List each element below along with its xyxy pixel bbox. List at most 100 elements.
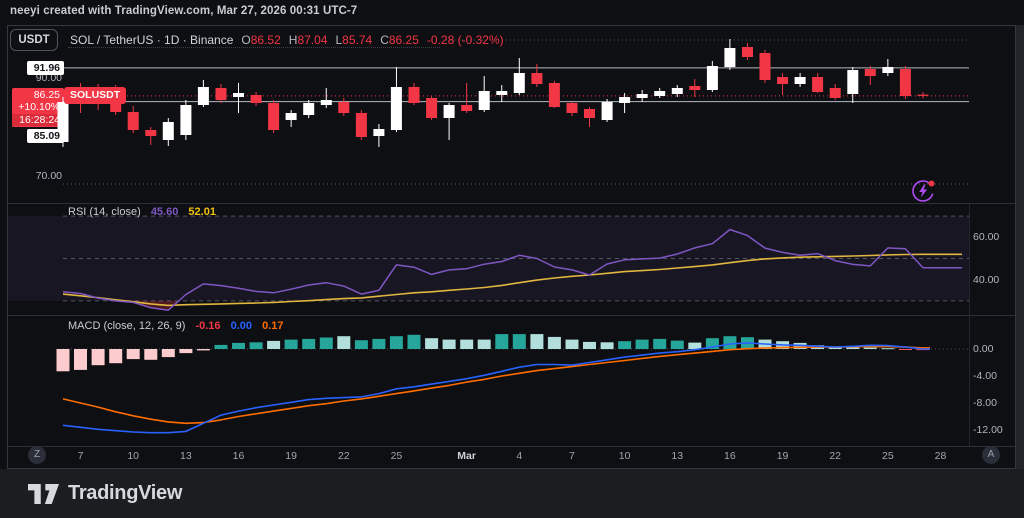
macd-bar [109, 349, 123, 364]
macd-histogram-value: -0.16 [195, 320, 221, 332]
time-axis-label: 4 [516, 450, 523, 462]
ohlc-c: C86.25 [380, 33, 419, 47]
macd-signal-value: 0.17 [262, 320, 284, 332]
candle [180, 100, 192, 140]
candle [373, 124, 385, 147]
time-axis-label: 7 [77, 450, 84, 462]
candle [513, 58, 525, 95]
symbol-underline [68, 47, 440, 48]
candle [390, 67, 402, 132]
right-margin-strip [1016, 25, 1024, 469]
macd-bar [267, 340, 281, 349]
candle [812, 73, 824, 93]
candle [864, 66, 876, 85]
timezone-button[interactable]: Z [28, 446, 46, 464]
candle [461, 83, 473, 113]
macd-bar [863, 347, 877, 349]
rsi-header[interactable]: RSI (14, close) 45.60 52.01 [68, 206, 216, 218]
time-axis-label: 22 [337, 450, 350, 462]
candle [215, 84, 227, 103]
time-axis-label: 16 [724, 450, 736, 462]
macd-bar [898, 349, 912, 350]
ohlc-values: O86.52 H87.04 L85.74 C86.25 [241, 33, 419, 47]
candle [338, 98, 350, 116]
candle [759, 50, 771, 83]
current-price-value: 86.25 [33, 88, 60, 101]
candle [197, 80, 209, 107]
macd-bar [249, 342, 263, 350]
pane-separator-rsi-macd[interactable] [8, 315, 1015, 316]
candle [794, 73, 806, 87]
macd-bar [144, 349, 158, 360]
time-axis-label: 28 [934, 450, 947, 462]
macd-scale-label: -12.00 [973, 424, 1003, 436]
macd-bar [530, 334, 544, 349]
macd-bar [425, 338, 439, 349]
time-axis-label: Mar [457, 450, 476, 462]
chart-widget-frame [7, 25, 1016, 469]
candle [724, 39, 736, 70]
time-axis-label: 10 [618, 450, 631, 462]
candle [601, 99, 613, 122]
macd-header[interactable]: MACD (close, 12, 26, 9) -0.16 0.00 0.17 [68, 320, 283, 332]
right-scale-border [969, 204, 970, 446]
candle [882, 59, 894, 76]
macd-bar [547, 336, 561, 349]
macd-bar [583, 341, 596, 349]
macd-bar [723, 336, 737, 349]
ohlc-l: L85.74 [335, 33, 373, 47]
macd-bar [126, 349, 140, 360]
bar-countdown: 16:28:24 [12, 113, 64, 127]
macd-bar [705, 338, 719, 349]
candle [917, 92, 929, 99]
macd-bar [337, 336, 351, 349]
tradingview-logo[interactable]: TradingView [28, 482, 182, 505]
rsi-scale-label: 40.00 [973, 273, 1000, 286]
macd-title: MACD (close, 12, 26, 9) [68, 320, 186, 332]
pane-separator-time-axis[interactable] [8, 446, 1015, 447]
rsi-scale-label: 60.00 [973, 231, 1000, 244]
price-scale[interactable] [0, 25, 64, 446]
candle [671, 85, 683, 97]
candle [619, 93, 631, 113]
macd-bar [846, 347, 860, 349]
macd-bar [196, 349, 210, 351]
time-axis-label: 13 [671, 450, 684, 462]
macd-bar [389, 336, 403, 349]
macd-bar [600, 342, 614, 350]
chart-toolbar: USDT SOL / TetherUS · 1D · Binance O86.5… [10, 29, 504, 51]
time-axis-label: 7 [569, 450, 575, 462]
macd-bar [354, 340, 368, 349]
instant-trading-icon[interactable] [910, 177, 937, 204]
candle [899, 66, 911, 99]
macd-bar [495, 334, 509, 349]
macd-bar [91, 349, 105, 366]
macd-bar [179, 349, 193, 354]
macd-bar [460, 339, 474, 349]
price-line-badge: 85.09 [27, 128, 64, 143]
change-value: -0.28 (-0.32%) [426, 33, 504, 47]
price-scale-label: 70.00 [35, 169, 62, 182]
symbol-info-row[interactable]: SOL / TetherUS · 1D · Binance O86.52 H87.… [70, 33, 504, 47]
macd-bar [319, 337, 333, 349]
currency-toggle-button[interactable]: USDT [10, 29, 58, 51]
scale-mode-button[interactable]: A [982, 446, 1000, 464]
time-axis-label: 25 [882, 450, 894, 462]
macd-scale-label: 0.00 [973, 343, 994, 355]
candle [426, 96, 438, 120]
candle [127, 106, 139, 133]
candle [303, 100, 315, 118]
candle [320, 88, 332, 108]
pane-separator-price-rsi[interactable] [8, 203, 1015, 204]
notification-dot [928, 180, 935, 187]
macd-bar [635, 339, 649, 349]
symbol-title[interactable]: SOL / TetherUS · 1D · Binance [70, 33, 234, 47]
candle [706, 61, 718, 92]
rsi-title: RSI (14, close) [68, 206, 141, 218]
rsi-scale[interactable] [969, 204, 1016, 315]
candle [496, 85, 508, 102]
lightning-icon [912, 180, 935, 202]
candle [408, 83, 420, 105]
